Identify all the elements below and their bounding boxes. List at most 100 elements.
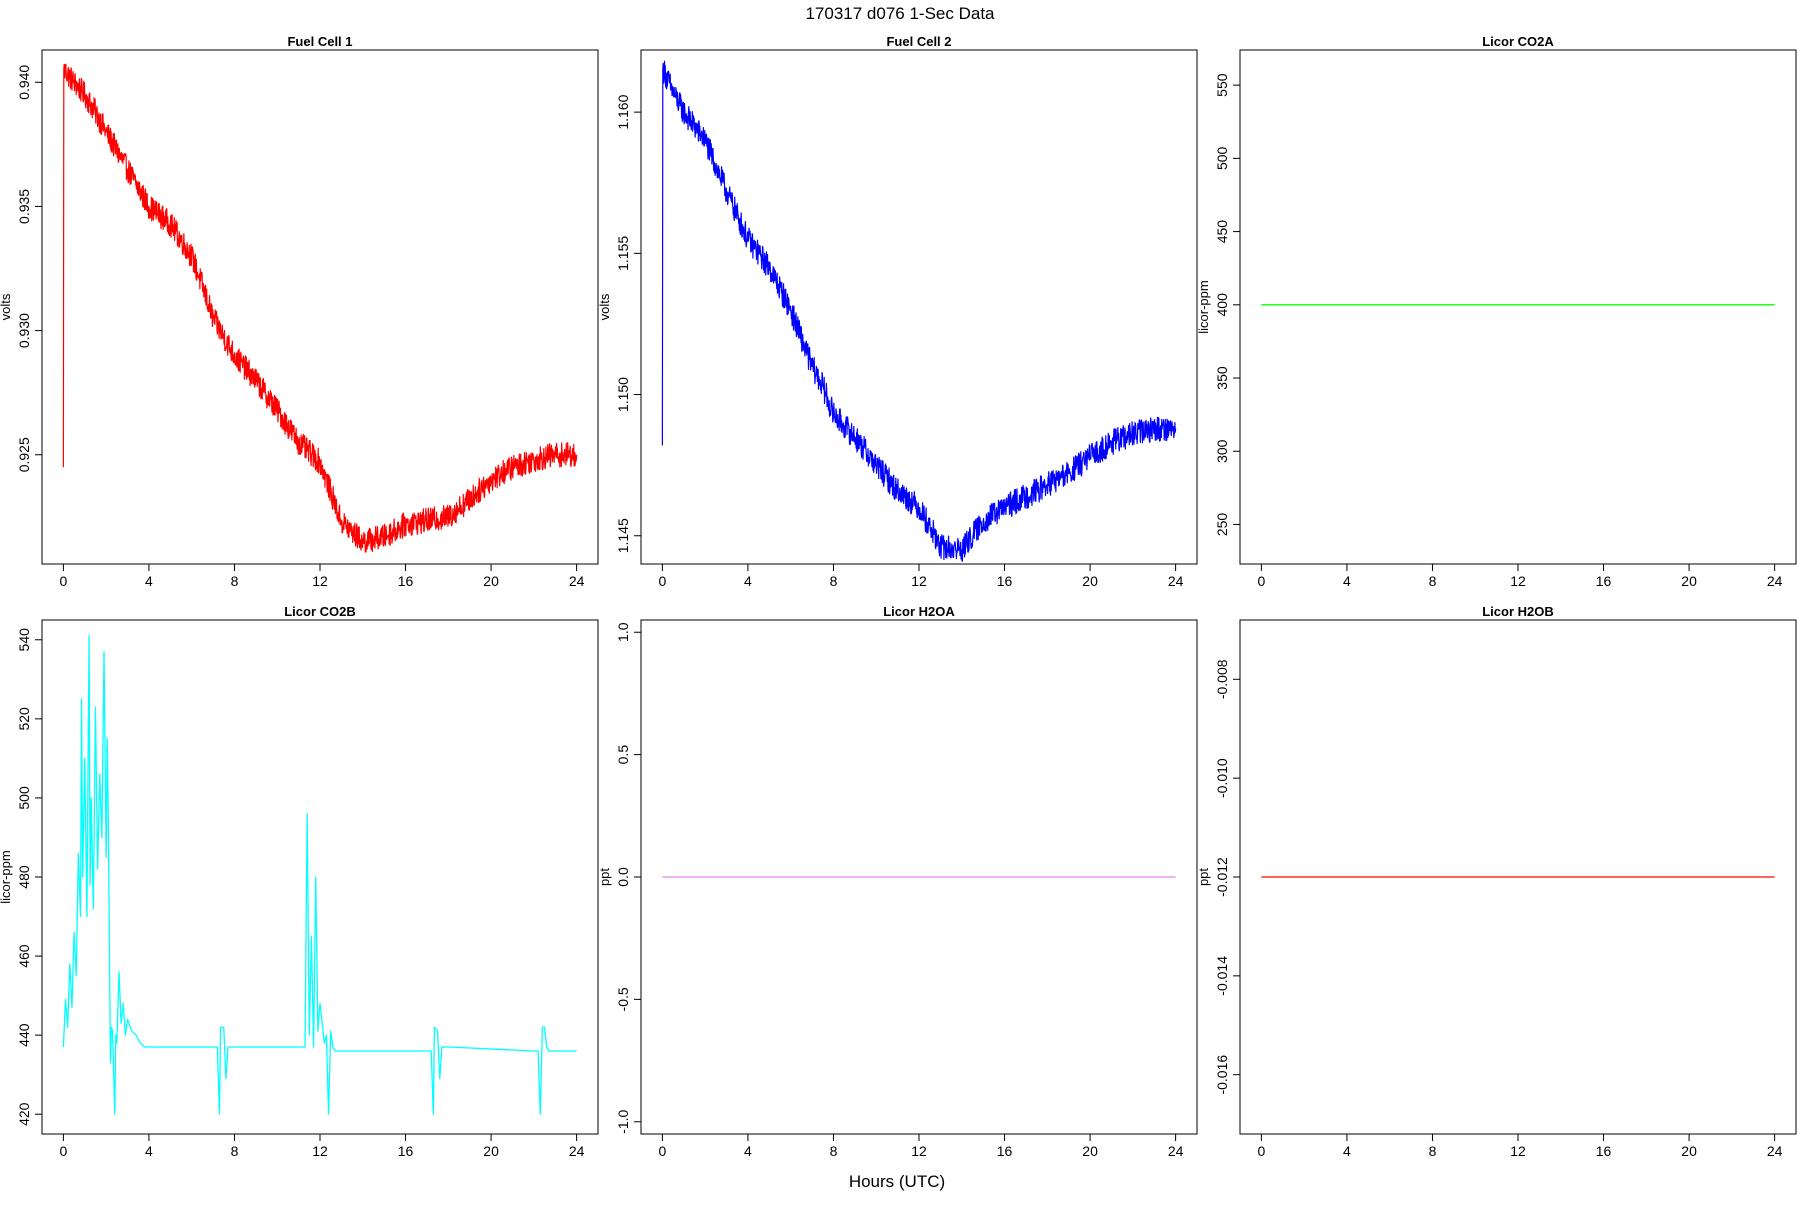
y-tick-label: 1.145	[615, 518, 631, 553]
panel-title: Licor H2OA	[883, 604, 955, 619]
y-tick-label: -0.016	[1214, 1055, 1230, 1095]
x-tick-label: 12	[911, 1143, 927, 1159]
y-tick-label: 0.930	[16, 313, 32, 348]
y-tick-label: 0.5	[615, 745, 631, 765]
series-line	[62, 63, 578, 553]
y-tick-label: 500	[1214, 146, 1230, 170]
x-tick-label: 16	[997, 1143, 1013, 1159]
y-tick-label: 480	[16, 865, 32, 889]
y-tick-label: 550	[1214, 73, 1230, 97]
y-tick-label: 460	[16, 944, 32, 968]
y-tick-label: 0.0	[615, 867, 631, 887]
series-line	[661, 60, 1177, 562]
x-axis-title: Hours (UTC)	[849, 1172, 945, 1191]
x-tick-label: 8	[1429, 573, 1437, 589]
x-tick-label: 8	[231, 1143, 239, 1159]
x-tick-label: 12	[1510, 1143, 1526, 1159]
x-tick-label: 8	[231, 573, 239, 589]
x-tick-label: 12	[1510, 573, 1526, 589]
y-tick-label: 520	[16, 707, 32, 731]
x-tick-label: 24	[1767, 1143, 1783, 1159]
plot-frame	[41, 619, 599, 1135]
y-tick-label: 500	[16, 786, 32, 810]
y-tick-label: -0.010	[1214, 758, 1230, 798]
y-tick-label: 350	[1214, 366, 1230, 390]
chart-panel: Licor H2OA ppt 0 4 8 12 16 20 24 -1.0 -0.5 0.0 0.5 1.…	[597, 604, 1198, 1159]
y-axis-label: licor-ppm	[0, 850, 13, 903]
x-tick-label: 12	[312, 573, 328, 589]
x-tick-label: 24	[1168, 573, 1184, 589]
x-tick-label: 0	[658, 1143, 666, 1159]
x-tick-label: 0	[1257, 573, 1265, 589]
y-tick-label: -0.5	[615, 987, 631, 1011]
x-tick-label: 20	[483, 573, 499, 589]
y-tick-label: 250	[1214, 513, 1230, 537]
chart-panel: Fuel Cell 2 volts 0 4 8 12 16 20 24 1.145 1.150 1.1…	[597, 34, 1198, 589]
y-tick-label: 1.160	[615, 94, 631, 129]
y-tick-label: 450	[1214, 220, 1230, 244]
y-axis-label: volts	[0, 293, 13, 320]
x-tick-label: 16	[997, 573, 1013, 589]
y-tick-label: 0.940	[16, 65, 32, 100]
x-tick-label: 0	[59, 1143, 67, 1159]
panel-title: Fuel Cell 2	[886, 34, 951, 49]
x-tick-label: 24	[569, 1143, 585, 1159]
series-line	[62, 635, 577, 1115]
y-axis-label: ppt	[1196, 868, 1211, 886]
x-tick-label: 24	[1767, 573, 1783, 589]
x-tick-label: 20	[1082, 1143, 1098, 1159]
plot-frame	[41, 49, 599, 565]
x-tick-label: 24	[569, 573, 585, 589]
y-tick-label: -1.0	[615, 1109, 631, 1133]
x-tick-label: 4	[1343, 1143, 1351, 1159]
y-tick-label: -0.008	[1214, 659, 1230, 699]
y-tick-label: 420	[16, 1102, 32, 1126]
panels: Fuel Cell 1 volts 0 4 8 12 16 20 24 0.925 0.930 0.9…	[0, 34, 1797, 1159]
plot-frame	[640, 49, 1198, 565]
panel-title: Licor H2OB	[1482, 604, 1554, 619]
x-tick-label: 4	[1343, 573, 1351, 589]
x-tick-label: 0	[1257, 1143, 1265, 1159]
x-tick-label: 20	[483, 1143, 499, 1159]
panel-title: Licor CO2B	[284, 604, 356, 619]
y-tick-label: 1.150	[615, 377, 631, 412]
x-tick-label: 4	[744, 1143, 752, 1159]
y-axis-label: ppt	[597, 868, 612, 886]
x-tick-label: 0	[658, 573, 666, 589]
y-tick-label: 400	[1214, 293, 1230, 317]
y-tick-label: 440	[16, 1023, 32, 1047]
y-tick-label: 540	[16, 628, 32, 652]
x-tick-label: 0	[59, 573, 67, 589]
x-tick-label: 16	[1596, 1143, 1612, 1159]
x-tick-label: 20	[1681, 573, 1697, 589]
x-tick-label: 20	[1681, 1143, 1697, 1159]
y-tick-label: 1.0	[615, 622, 631, 642]
plot-frame	[1239, 49, 1797, 565]
chart-panel: Licor CO2B licor-ppm 0 4 8 12 16 20 24 420 440 460 4…	[0, 604, 599, 1159]
x-tick-label: 4	[744, 573, 752, 589]
x-tick-label: 16	[398, 573, 414, 589]
chart-panel: Licor CO2A licor-ppm 0 4 8 12 16 20 24 250 300 350 4…	[1196, 34, 1797, 589]
x-tick-label: 4	[145, 573, 153, 589]
x-tick-label: 24	[1168, 1143, 1184, 1159]
x-tick-label: 16	[1596, 573, 1612, 589]
panel-title: Licor CO2A	[1482, 34, 1554, 49]
y-tick-label: -0.012	[1214, 857, 1230, 897]
x-tick-label: 8	[830, 1143, 838, 1159]
y-axis-label: volts	[597, 293, 612, 320]
x-tick-label: 16	[398, 1143, 414, 1159]
y-tick-label: 300	[1214, 439, 1230, 463]
x-tick-label: 12	[911, 573, 927, 589]
y-tick-label: -0.014	[1214, 956, 1230, 996]
y-tick-label: 1.155	[615, 236, 631, 271]
chart-panel: Licor H2OB ppt 0 4 8 12 16 20 24 -0.016 -0.014 -0.0…	[1196, 604, 1797, 1159]
x-tick-label: 12	[312, 1143, 328, 1159]
figure-title: 170317 d076 1-Sec Data	[805, 4, 995, 23]
x-tick-label: 8	[1429, 1143, 1437, 1159]
y-tick-label: 0.935	[16, 189, 32, 224]
y-tick-label: 0.925	[16, 437, 32, 472]
x-tick-label: 4	[145, 1143, 153, 1159]
chart-panel: Fuel Cell 1 volts 0 4 8 12 16 20 24 0.925 0.930 0.9…	[0, 34, 599, 589]
